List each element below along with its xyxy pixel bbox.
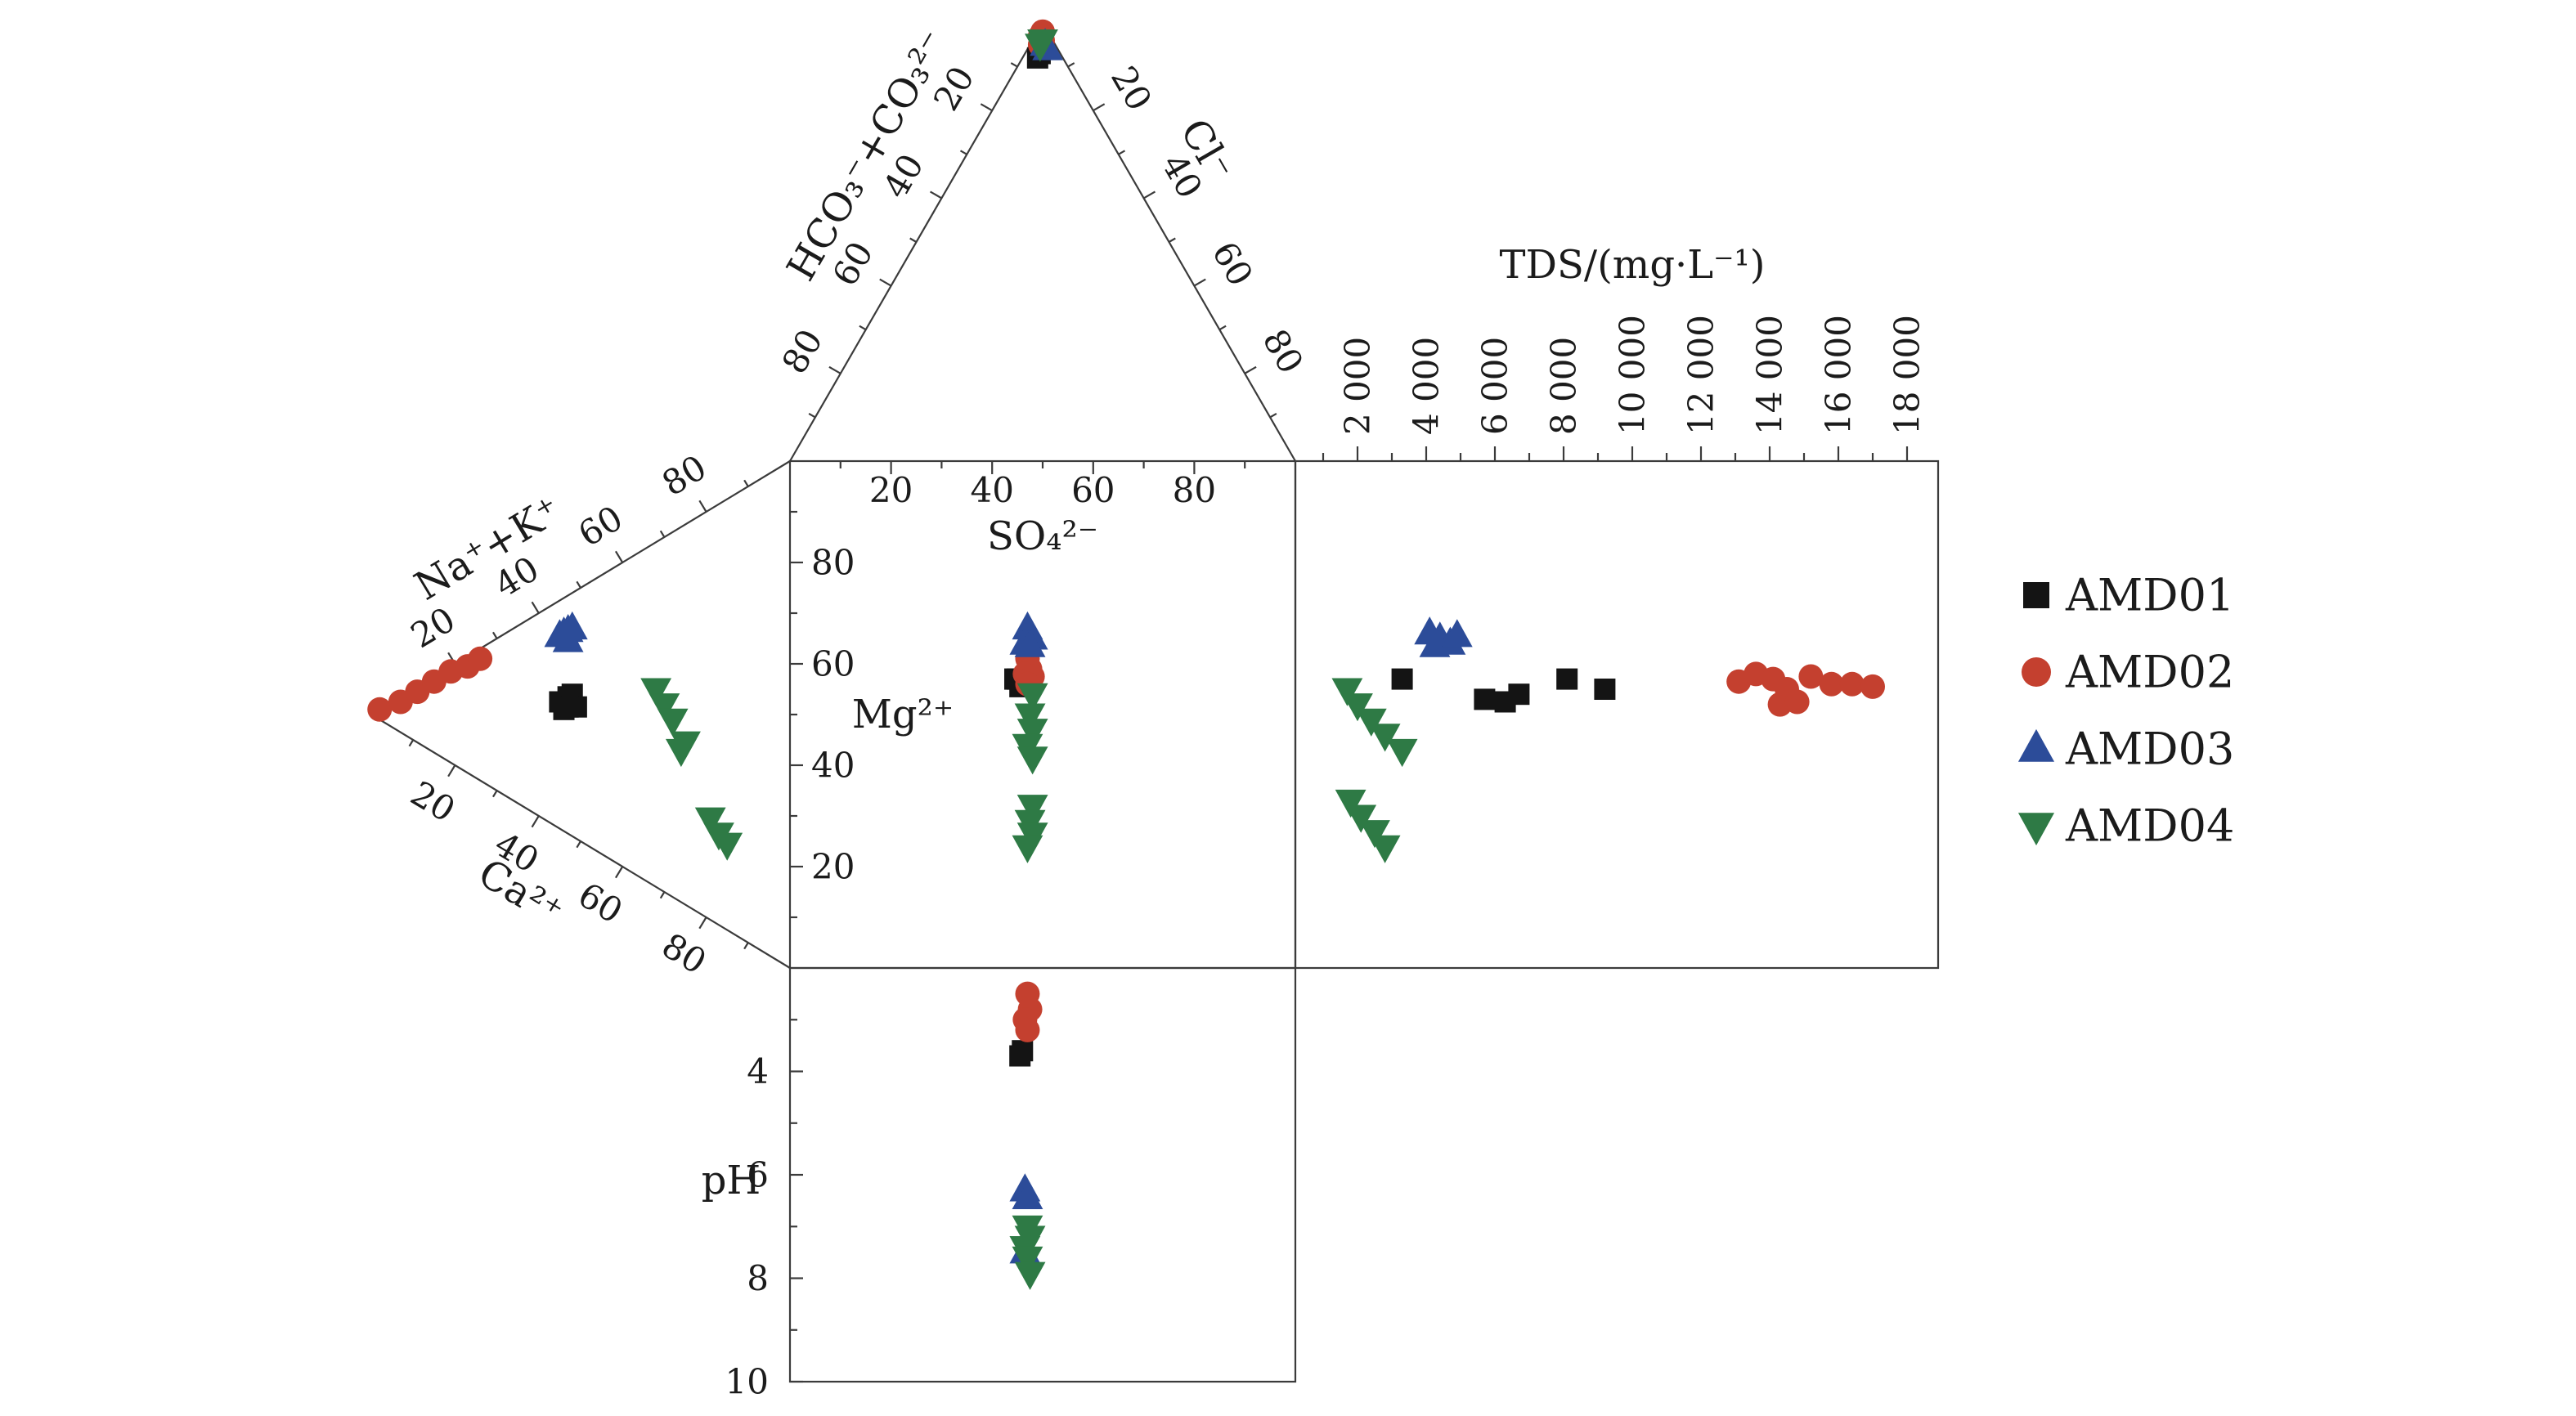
tds-tick-label: 10 000: [1613, 315, 1653, 435]
ph-tick-label: 6: [747, 1155, 769, 1195]
tds-tick-label: 12 000: [1681, 315, 1721, 435]
legend-label-AMD04: AMD04: [2065, 800, 2234, 852]
na-k-axis-title: Na⁺+K⁺: [407, 487, 569, 610]
so4-axis-title: SO₄²⁻: [987, 513, 1098, 559]
legend-item-AMD03: AMD03: [2017, 724, 2234, 775]
so4-tick-label: 20: [869, 470, 913, 510]
cation-triangle-AMD03-points: [544, 611, 588, 652]
ph-tick-label: 4: [747, 1051, 769, 1091]
hco3-tick-label: 80: [774, 322, 830, 380]
tds-tick-label: 8 000: [1544, 337, 1584, 435]
ph-tick-label: 8: [747, 1258, 769, 1298]
so4-tick-label: 80: [1173, 470, 1216, 510]
ph-panel-AMD01-points: [1009, 1040, 1034, 1067]
ca-tick-label: 80: [655, 925, 713, 983]
cl-tick-label: 20: [1103, 60, 1160, 118]
na-k-tick-label: 80: [655, 447, 713, 504]
center-square-AMD02-points: [1012, 646, 1045, 697]
tds-panel-AMD01-points: [1391, 668, 1616, 713]
tds-panel-AMD04-points: [1331, 678, 1418, 863]
ca-tick-label: 20: [404, 773, 462, 831]
cation-triangle-AMD02-points: [367, 646, 493, 722]
cation-triangle-AMD01-points: [549, 683, 587, 720]
center-square-axes: 20 40 60 80 20 40 60 80 SO₄²⁻ Mg²⁺: [790, 461, 1246, 919]
tds-tick-label: 4 000: [1407, 337, 1447, 435]
tds-axes: 2 000 4 000 6 000 8 000 10 000 12 000 14 000 16…: [1322, 242, 1928, 461]
ca-tick-label: 60: [572, 875, 630, 932]
tds-tick-label: 14 000: [1750, 315, 1790, 435]
legend-item-AMD04: AMD04: [2017, 800, 2234, 852]
tds-tick-label: 18 000: [1887, 315, 1928, 435]
legend-label-AMD03: AMD03: [2065, 724, 2234, 775]
tds-tick-label: 16 000: [1819, 315, 1859, 435]
legend-item-AMD01: AMD01: [2023, 570, 2234, 621]
so4-tick-label: 60: [1071, 470, 1115, 510]
anion-triangle-AMD04-points: [1025, 29, 1058, 62]
tds-panel-AMD03-points: [1414, 616, 1473, 657]
mg-tick-label: 80: [811, 543, 855, 583]
ph-tick-label: 10: [725, 1362, 769, 1402]
center-square-AMD03-points: [1009, 611, 1048, 657]
legend-item-AMD02: AMD02: [2022, 647, 2234, 698]
mg-tick-label: 20: [811, 847, 855, 887]
cl-tick-label: 80: [1254, 322, 1311, 380]
na-k-tick-label: 60: [572, 498, 630, 555]
so4-tick-label: 40: [970, 470, 1013, 510]
tds-tick-label: 2 000: [1338, 337, 1378, 435]
mg-tick-label: 40: [811, 746, 855, 786]
ph-panel-AMD04-points: [1009, 1215, 1046, 1290]
ph-panel-AMD02-points: [1012, 981, 1043, 1042]
legend-label-AMD02: AMD02: [2065, 647, 2234, 698]
cation-triangle-AMD04-points: [640, 678, 743, 861]
mg-axis-title: Mg²⁺: [852, 692, 954, 737]
tds-tick-label: 6 000: [1475, 337, 1515, 435]
tds-axis-title: TDS/(mg·L⁻¹): [1500, 242, 1766, 288]
legend: AMD01 AMD02 AMD03 AMD04: [2017, 570, 2234, 852]
mg-tick-label: 60: [811, 644, 855, 684]
ph-axes: 4 6 8 10 pH: [702, 1019, 803, 1402]
ph-axis-title: pH: [702, 1158, 761, 1203]
tds-panel-AMD02-points: [1726, 661, 1885, 717]
legend-label-AMD01: AMD01: [2065, 570, 2234, 621]
center-square-AMD04-points: [1012, 683, 1048, 863]
cl-tick-label: 60: [1205, 235, 1261, 293]
panel-frames: [370, 22, 1940, 1383]
